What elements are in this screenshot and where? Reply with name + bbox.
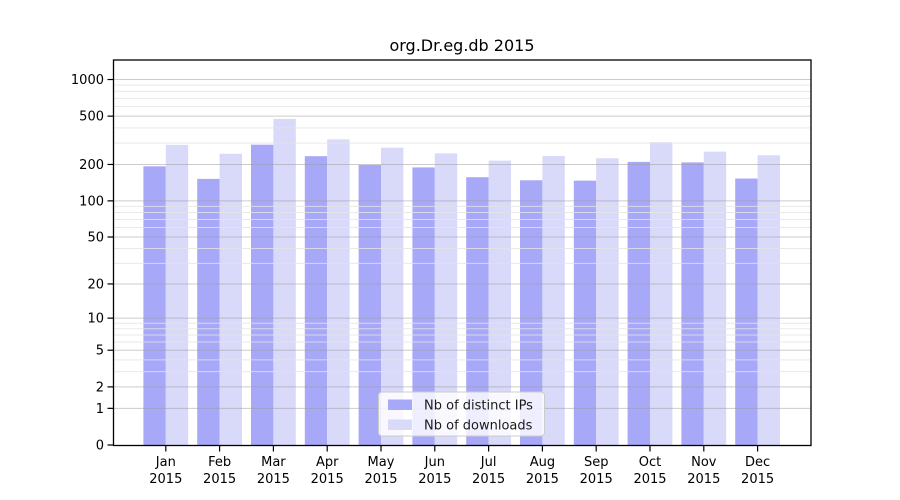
x-tick-label-month: Aug	[530, 455, 555, 470]
bar-downloads-sep	[596, 158, 619, 445]
x-tick-label-month: Mar	[261, 455, 286, 470]
legend-label-distinct-ips: Nb of distinct IPs	[424, 399, 533, 414]
x-tick-label-month: Jun	[424, 455, 445, 470]
x-tick-label-month: Apr	[316, 455, 339, 470]
bar-downloads-aug	[542, 155, 565, 445]
y-tick-label: 1000	[71, 73, 104, 88]
y-tick-label: 20	[87, 277, 104, 292]
minor-gridlines	[113, 84, 811, 373]
bar-downloads-jan	[165, 144, 189, 445]
x-tick-label-month: Jan	[155, 455, 176, 470]
y-tick-label: 50	[87, 231, 104, 246]
bar-distinct-ips-sep	[573, 180, 597, 446]
x-tick-label-month: Feb	[208, 455, 231, 470]
x-tick-label-year: 2015	[633, 472, 666, 487]
bar-downloads-mar	[273, 118, 296, 445]
bar-distinct-ips-jul	[466, 177, 489, 445]
x-tick-label-month: Jul	[480, 455, 497, 470]
y-tick-label: 2	[96, 380, 104, 395]
x-tick-label-year: 2015	[311, 472, 344, 487]
x-tick-label-year: 2015	[149, 472, 182, 487]
x-tick-label-year: 2015	[687, 472, 720, 487]
axes: 0 1 2 5 10 20 50 100 200 500 1000 Jan 2015 Feb 2015 Mar…	[71, 73, 774, 487]
y-tick-label: 100	[79, 194, 104, 209]
bar-downloads-apr	[327, 139, 350, 446]
bar-distinct-ips-may	[358, 164, 381, 445]
bar-distinct-ips-dec	[735, 178, 758, 445]
y-tick-label: 5	[96, 344, 104, 359]
legend-swatch-distinct-ips	[388, 399, 412, 410]
legend-swatch-downloads	[388, 419, 412, 430]
x-tick-label-year: 2015	[257, 472, 290, 487]
legend-label-downloads: Nb of downloads	[424, 419, 533, 434]
bar-downloads-may	[381, 147, 404, 446]
x-tick-label-year: 2015	[580, 472, 613, 487]
x-tick-label-month: May	[368, 455, 395, 470]
bar-downloads-feb	[219, 153, 242, 446]
y-tick-label: 200	[79, 158, 104, 173]
x-tick-label-month: Nov	[691, 455, 717, 470]
x-tick-label-year: 2015	[203, 472, 236, 487]
chart-title: org.Dr.eg.db 2015	[389, 36, 534, 55]
x-tick-label-month: Dec	[745, 455, 770, 470]
bar-distinct-ips-feb	[197, 178, 220, 445]
bar-downloads-jul	[488, 160, 511, 445]
major-gridlines	[113, 79, 811, 409]
plot-border	[112, 59, 812, 447]
y-tick-label: 0	[96, 439, 104, 454]
y-tick-label: 1	[96, 402, 104, 417]
bar-distinct-ips-jan	[143, 166, 166, 445]
bar-distinct-ips-nov	[681, 162, 704, 446]
x-tick-label-year: 2015	[741, 472, 774, 487]
x-tick-label-month: Sep	[584, 455, 609, 470]
bar-distinct-ips-aug	[520, 180, 543, 445]
x-tick-label-year: 2015	[526, 472, 559, 487]
x-tick-label-year: 2015	[364, 472, 397, 487]
bar-distinct-ips-apr	[304, 156, 328, 445]
bar-downloads-nov	[703, 151, 727, 446]
x-tick-label-year: 2015	[472, 472, 505, 487]
bar-downloads-dec	[757, 155, 780, 445]
bar-distinct-ips-mar	[251, 144, 274, 446]
legend: Nb of distinct IPs Nb of downloads	[378, 391, 545, 437]
bar-downloads-oct	[650, 142, 673, 445]
y-tick-label: 10	[87, 312, 104, 327]
legend-box	[378, 391, 545, 437]
x-tick-label-year: 2015	[418, 472, 451, 487]
x-tick-label-month: Oct	[639, 455, 661, 470]
y-tick-label: 500	[79, 110, 104, 125]
bar-distinct-ips-oct	[627, 161, 650, 445]
